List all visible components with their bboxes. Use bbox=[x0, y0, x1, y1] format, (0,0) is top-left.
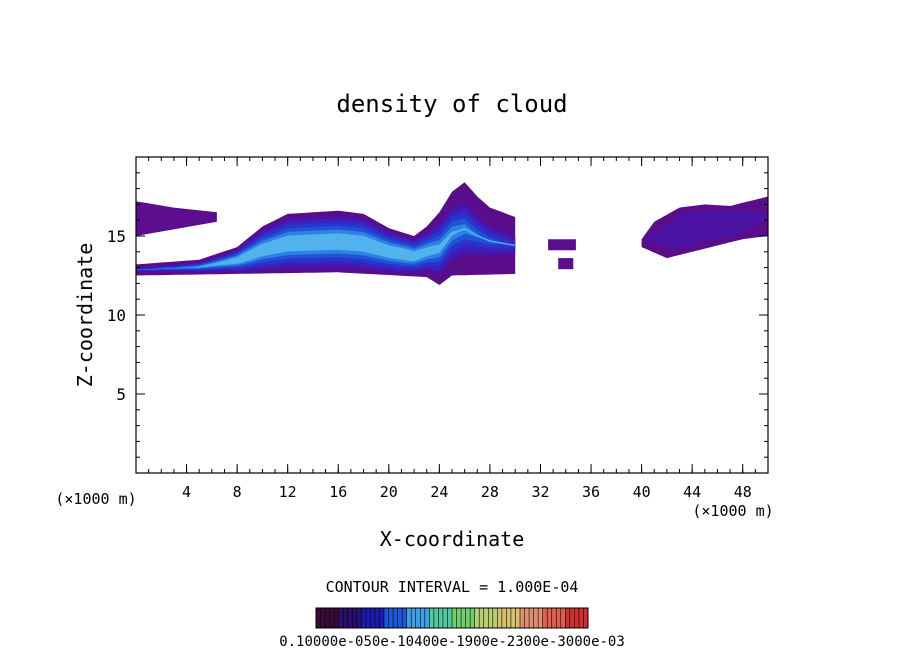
colorbar-swatch bbox=[343, 608, 348, 628]
cloud-layer bbox=[136, 182, 768, 285]
colorbar-swatch bbox=[356, 608, 362, 628]
colorbar-swatch bbox=[316, 608, 321, 628]
colorbar-swatch bbox=[402, 608, 407, 628]
y-tick-label: 15 bbox=[107, 227, 126, 246]
colorbar-swatch bbox=[501, 608, 507, 628]
colorbar-swatch bbox=[388, 608, 394, 628]
colorbar-swatch bbox=[438, 608, 443, 628]
x-tick-label: 36 bbox=[582, 483, 600, 501]
colorbar-swatch bbox=[515, 608, 520, 628]
colorbar-swatch bbox=[556, 608, 561, 628]
colorbar-swatch bbox=[574, 608, 579, 628]
colorbar-frame bbox=[315, 607, 589, 629]
x-tick-label: 48 bbox=[734, 483, 752, 501]
colorbar-swatch bbox=[578, 608, 584, 628]
colorbar-swatch bbox=[479, 608, 484, 628]
x-tick-label: 16 bbox=[329, 483, 347, 501]
x-tick-label: 20 bbox=[380, 483, 398, 501]
cloud-band bbox=[136, 227, 516, 271]
colorbar-swatch bbox=[384, 608, 389, 628]
colorbar-swatch bbox=[397, 608, 403, 628]
colorbar-swatch bbox=[320, 608, 326, 628]
colorbar-swatch bbox=[365, 608, 371, 628]
x-unit-right: (×1000 m) bbox=[692, 502, 773, 520]
colorbar-swatch bbox=[456, 608, 462, 628]
colorbar-swatch bbox=[338, 608, 344, 628]
chart-title: density of cloud bbox=[336, 90, 567, 118]
colorbar-swatch bbox=[370, 608, 375, 628]
x-tick-label: 32 bbox=[531, 483, 549, 501]
cloud-region bbox=[136, 201, 217, 236]
colorbar-swatch bbox=[442, 608, 448, 628]
colorbar-swatch bbox=[429, 608, 434, 628]
colorbar-swatch bbox=[420, 608, 425, 628]
colorbar-swatch bbox=[347, 608, 353, 628]
colorbar-swatch bbox=[325, 608, 330, 628]
colorbar-swatch bbox=[520, 608, 525, 628]
cloud-region bbox=[548, 239, 576, 251]
colorbar-swatch bbox=[393, 608, 398, 628]
x-tick-label: 8 bbox=[233, 483, 242, 501]
colorbar-swatch bbox=[551, 608, 557, 628]
x-tick-label: 44 bbox=[683, 483, 701, 501]
colorbar-swatch bbox=[583, 608, 588, 628]
colorbar-tick-labels: 0.10000e-050e-10400e-1900e-2300e-3000e-0… bbox=[279, 634, 625, 650]
colorbar-swatch bbox=[492, 608, 498, 628]
colorbar-swatch bbox=[352, 608, 357, 628]
colorbar-swatch bbox=[506, 608, 511, 628]
colorbar-swatch bbox=[547, 608, 552, 628]
colorbar-swatch bbox=[524, 608, 530, 628]
colorbar-swatch bbox=[374, 608, 380, 628]
colorbar-swatch bbox=[433, 608, 439, 628]
colorbar-swatch bbox=[533, 608, 539, 628]
y-tick-label: 10 bbox=[107, 306, 126, 325]
colorbar-swatch bbox=[424, 608, 430, 628]
colorbar-swatch bbox=[452, 608, 457, 628]
x-tick-label: 40 bbox=[633, 483, 651, 501]
colorbar-swatch bbox=[510, 608, 516, 628]
colorbar-swatch bbox=[538, 608, 543, 628]
colorbar-swatch bbox=[406, 608, 412, 628]
colorbar-swatch bbox=[461, 608, 466, 628]
cloud-band bbox=[641, 211, 768, 249]
colorbar-swatch bbox=[411, 608, 416, 628]
x-tick-label: 28 bbox=[481, 483, 499, 501]
colorbar-swatch bbox=[334, 608, 339, 628]
colorbar-swatch bbox=[470, 608, 475, 628]
colorbar-swatch bbox=[361, 608, 366, 628]
x-tick-label: 4 bbox=[182, 483, 191, 501]
colorbar-swatch bbox=[569, 608, 575, 628]
colorbar-swatch bbox=[565, 608, 570, 628]
x-tick-label: 12 bbox=[279, 483, 297, 501]
colorbar-swatch bbox=[560, 608, 566, 628]
colorbar-swatch bbox=[529, 608, 534, 628]
x-axis-label: X-coordinate bbox=[380, 527, 525, 551]
colorbar bbox=[315, 607, 589, 629]
colorbar-swatch bbox=[329, 608, 335, 628]
x-tick-label: 24 bbox=[430, 483, 448, 501]
colorbar-swatch bbox=[488, 608, 493, 628]
y-axis-label: Z-coordinate bbox=[73, 243, 97, 388]
colorbar-swatch bbox=[447, 608, 452, 628]
colorbar-swatch bbox=[542, 608, 548, 628]
contour-interval-label: CONTOUR INTERVAL = 1.000E-04 bbox=[326, 578, 579, 596]
x-unit-left: (×1000 m) bbox=[55, 490, 136, 508]
colorbar-swatch bbox=[474, 608, 480, 628]
colorbar-swatch bbox=[465, 608, 471, 628]
colorbar-swatch bbox=[379, 608, 384, 628]
cloud-region bbox=[558, 258, 574, 270]
y-tick-label: 5 bbox=[116, 385, 126, 404]
colorbar-swatch bbox=[415, 608, 421, 628]
colorbar-swatch bbox=[497, 608, 502, 628]
colorbar-swatch bbox=[483, 608, 489, 628]
